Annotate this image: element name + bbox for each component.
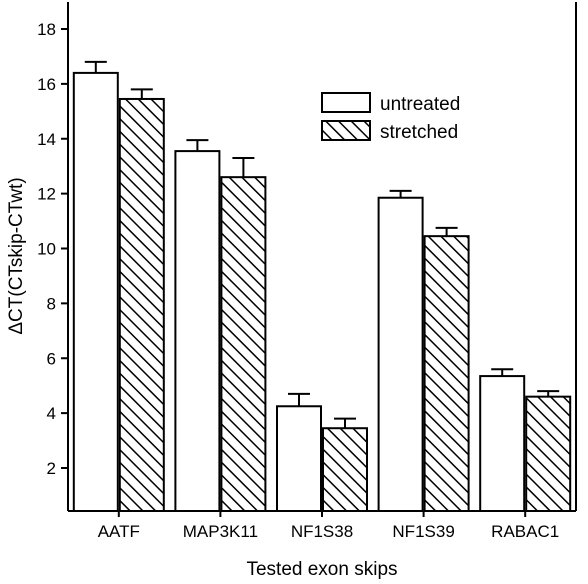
- bar-untreated-aatf: [72, 71, 119, 513]
- y-tick-label: 6: [47, 349, 56, 368]
- plot-area: 2 4 6 8 10 12 14 16 18 AATF MAP3K11 NF1S38 NF1S39 RA…: [37, 2, 577, 541]
- x-tick-label-nf1s39: NF1S39: [392, 522, 454, 541]
- bar-stretched-map3k11: [220, 176, 267, 512]
- bar-stretched-nf1s38: [322, 427, 368, 513]
- legend: untreated stretched: [321, 92, 460, 143]
- bar-stretched-nf1s39: [423, 235, 470, 512]
- bar-untreated-rabac1: [479, 375, 526, 512]
- bar-stretched-rabac1: [525, 395, 572, 513]
- legend-swatch-stretched: [321, 120, 371, 141]
- y-axis-ticks: 2 4 6 8 10 12 14 16 18: [37, 20, 68, 478]
- legend-swatch-untreated: [321, 92, 371, 113]
- legend-label-untreated: untreated: [380, 94, 460, 115]
- x-tick-label-map3k11: MAP3K11: [183, 522, 258, 541]
- bar-stretched-aatf: [118, 97, 165, 512]
- y-tick-label: 18: [37, 20, 56, 39]
- bar-untreated-map3k11: [174, 150, 221, 513]
- x-tick-label-aatf: AATF: [98, 522, 140, 541]
- x-tick-label-nf1s38: NF1S38: [291, 522, 353, 541]
- y-tick-label: 4: [47, 404, 56, 423]
- y-tick-label: 2: [47, 459, 56, 478]
- y-tick-label: 14: [37, 130, 56, 149]
- bar-untreated-nf1s38: [276, 405, 322, 512]
- x-axis-tick-labels: AATF MAP3K11 NF1S38 NF1S39 RABAC1: [98, 511, 559, 541]
- y-tick-label: 16: [37, 75, 56, 94]
- y-tick-label: 12: [37, 185, 56, 204]
- bars-group: [72, 60, 572, 513]
- y-tick-label: 10: [37, 240, 56, 259]
- x-axis-title: Tested exon skips: [246, 559, 397, 580]
- y-tick-label: 8: [47, 294, 56, 313]
- x-tick-label-rabac1: RABAC1: [491, 522, 559, 541]
- legend-label-stretched: stretched: [380, 122, 458, 143]
- y-axis-title: ΔCT(CTskip-CTwt): [6, 177, 27, 334]
- bar-untreated-nf1s39: [377, 196, 424, 512]
